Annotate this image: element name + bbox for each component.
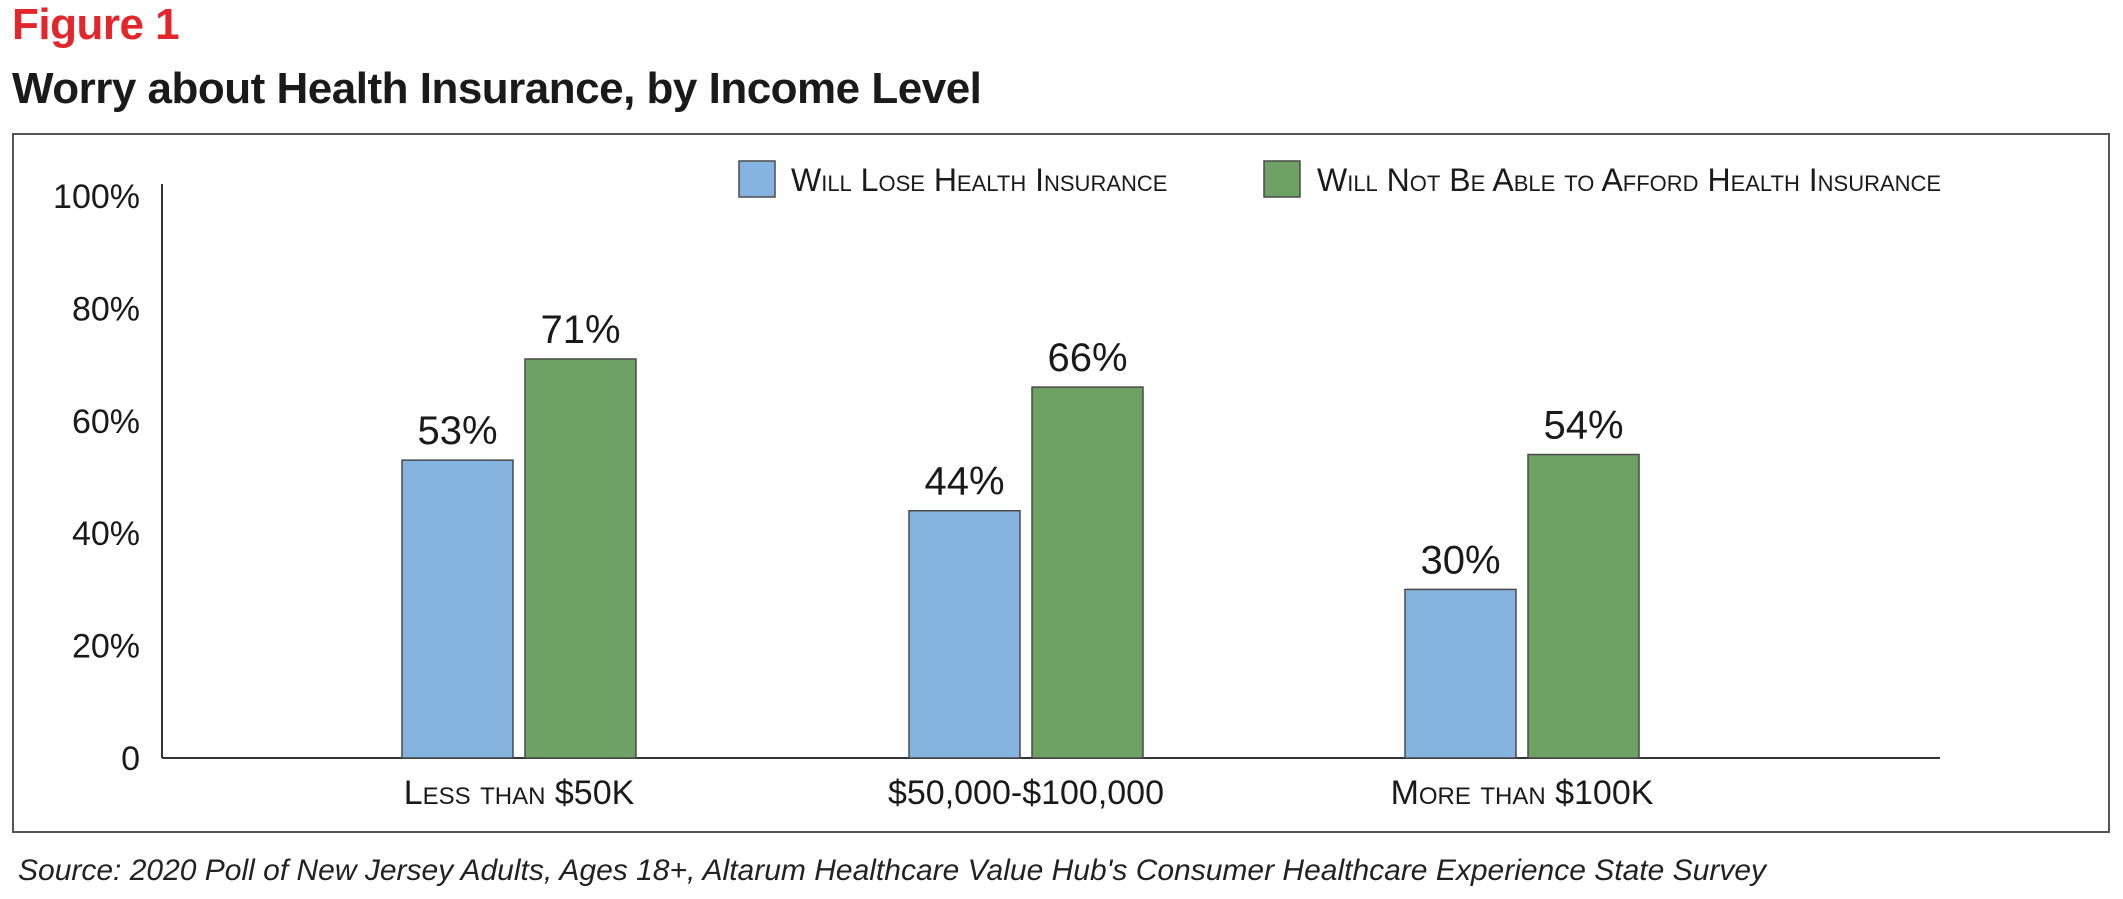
legend-label-1: Will Lose Health Insurance [791, 162, 1167, 198]
legend-swatch-2 [1263, 160, 1301, 198]
y-tick-label: 20% [72, 628, 140, 666]
y-tick-label: 80% [72, 290, 140, 328]
y-tick-label: 40% [72, 515, 140, 553]
chart-frame: 0 20% 40% 60% 80% 100% 53% 71% 44% 66% 30% 54% Les… [12, 133, 2110, 833]
legend-label-2: Will Not Be Able to Afford Health Insura… [1317, 162, 1941, 198]
category-labels: Less than $50K $50,000-$100,000 More than … [404, 774, 1654, 812]
bar-1-1 [401, 459, 514, 759]
y-axis-ticks: 0 20% 40% 60% 80% 100% [53, 178, 140, 778]
data-label: 71% [540, 308, 620, 352]
data-label: 66% [1047, 336, 1127, 380]
legend-swatch-1 [738, 160, 776, 198]
category-label: $50,000-$100,000 [888, 774, 1164, 812]
chart-title: Worry about Health Insurance, by Income … [12, 64, 982, 113]
bar-2-2 [1031, 386, 1144, 759]
data-label: 30% [1420, 538, 1500, 582]
bar-2-1 [524, 358, 637, 759]
bar-chart: 0 20% 40% 60% 80% 100% 53% 71% 44% 66% 30% 54% Les… [53, 160, 1941, 812]
y-tick-label: 100% [53, 178, 140, 216]
legend: Will Lose Health Insurance Will Not Be Ab… [738, 160, 1941, 198]
data-label: 54% [1543, 404, 1623, 448]
source-note: Source: 2020 Poll of New Jersey Adults, … [18, 854, 1766, 887]
data-label: 53% [417, 409, 497, 453]
bars [401, 358, 1640, 759]
figure-label: Figure 1 [12, 0, 180, 49]
y-tick-label: 60% [72, 403, 140, 441]
bar-2-3 [1527, 453, 1640, 759]
y-tick-label: 0 [121, 740, 140, 778]
data-labels: 53% 71% 44% 66% 30% 54% [417, 308, 1623, 582]
bar-1-2 [908, 509, 1021, 759]
category-label: Less than $50K [404, 774, 635, 812]
category-label: More than $100K [1391, 774, 1654, 812]
bar-1-3 [1404, 588, 1517, 759]
data-label: 44% [924, 460, 1004, 504]
